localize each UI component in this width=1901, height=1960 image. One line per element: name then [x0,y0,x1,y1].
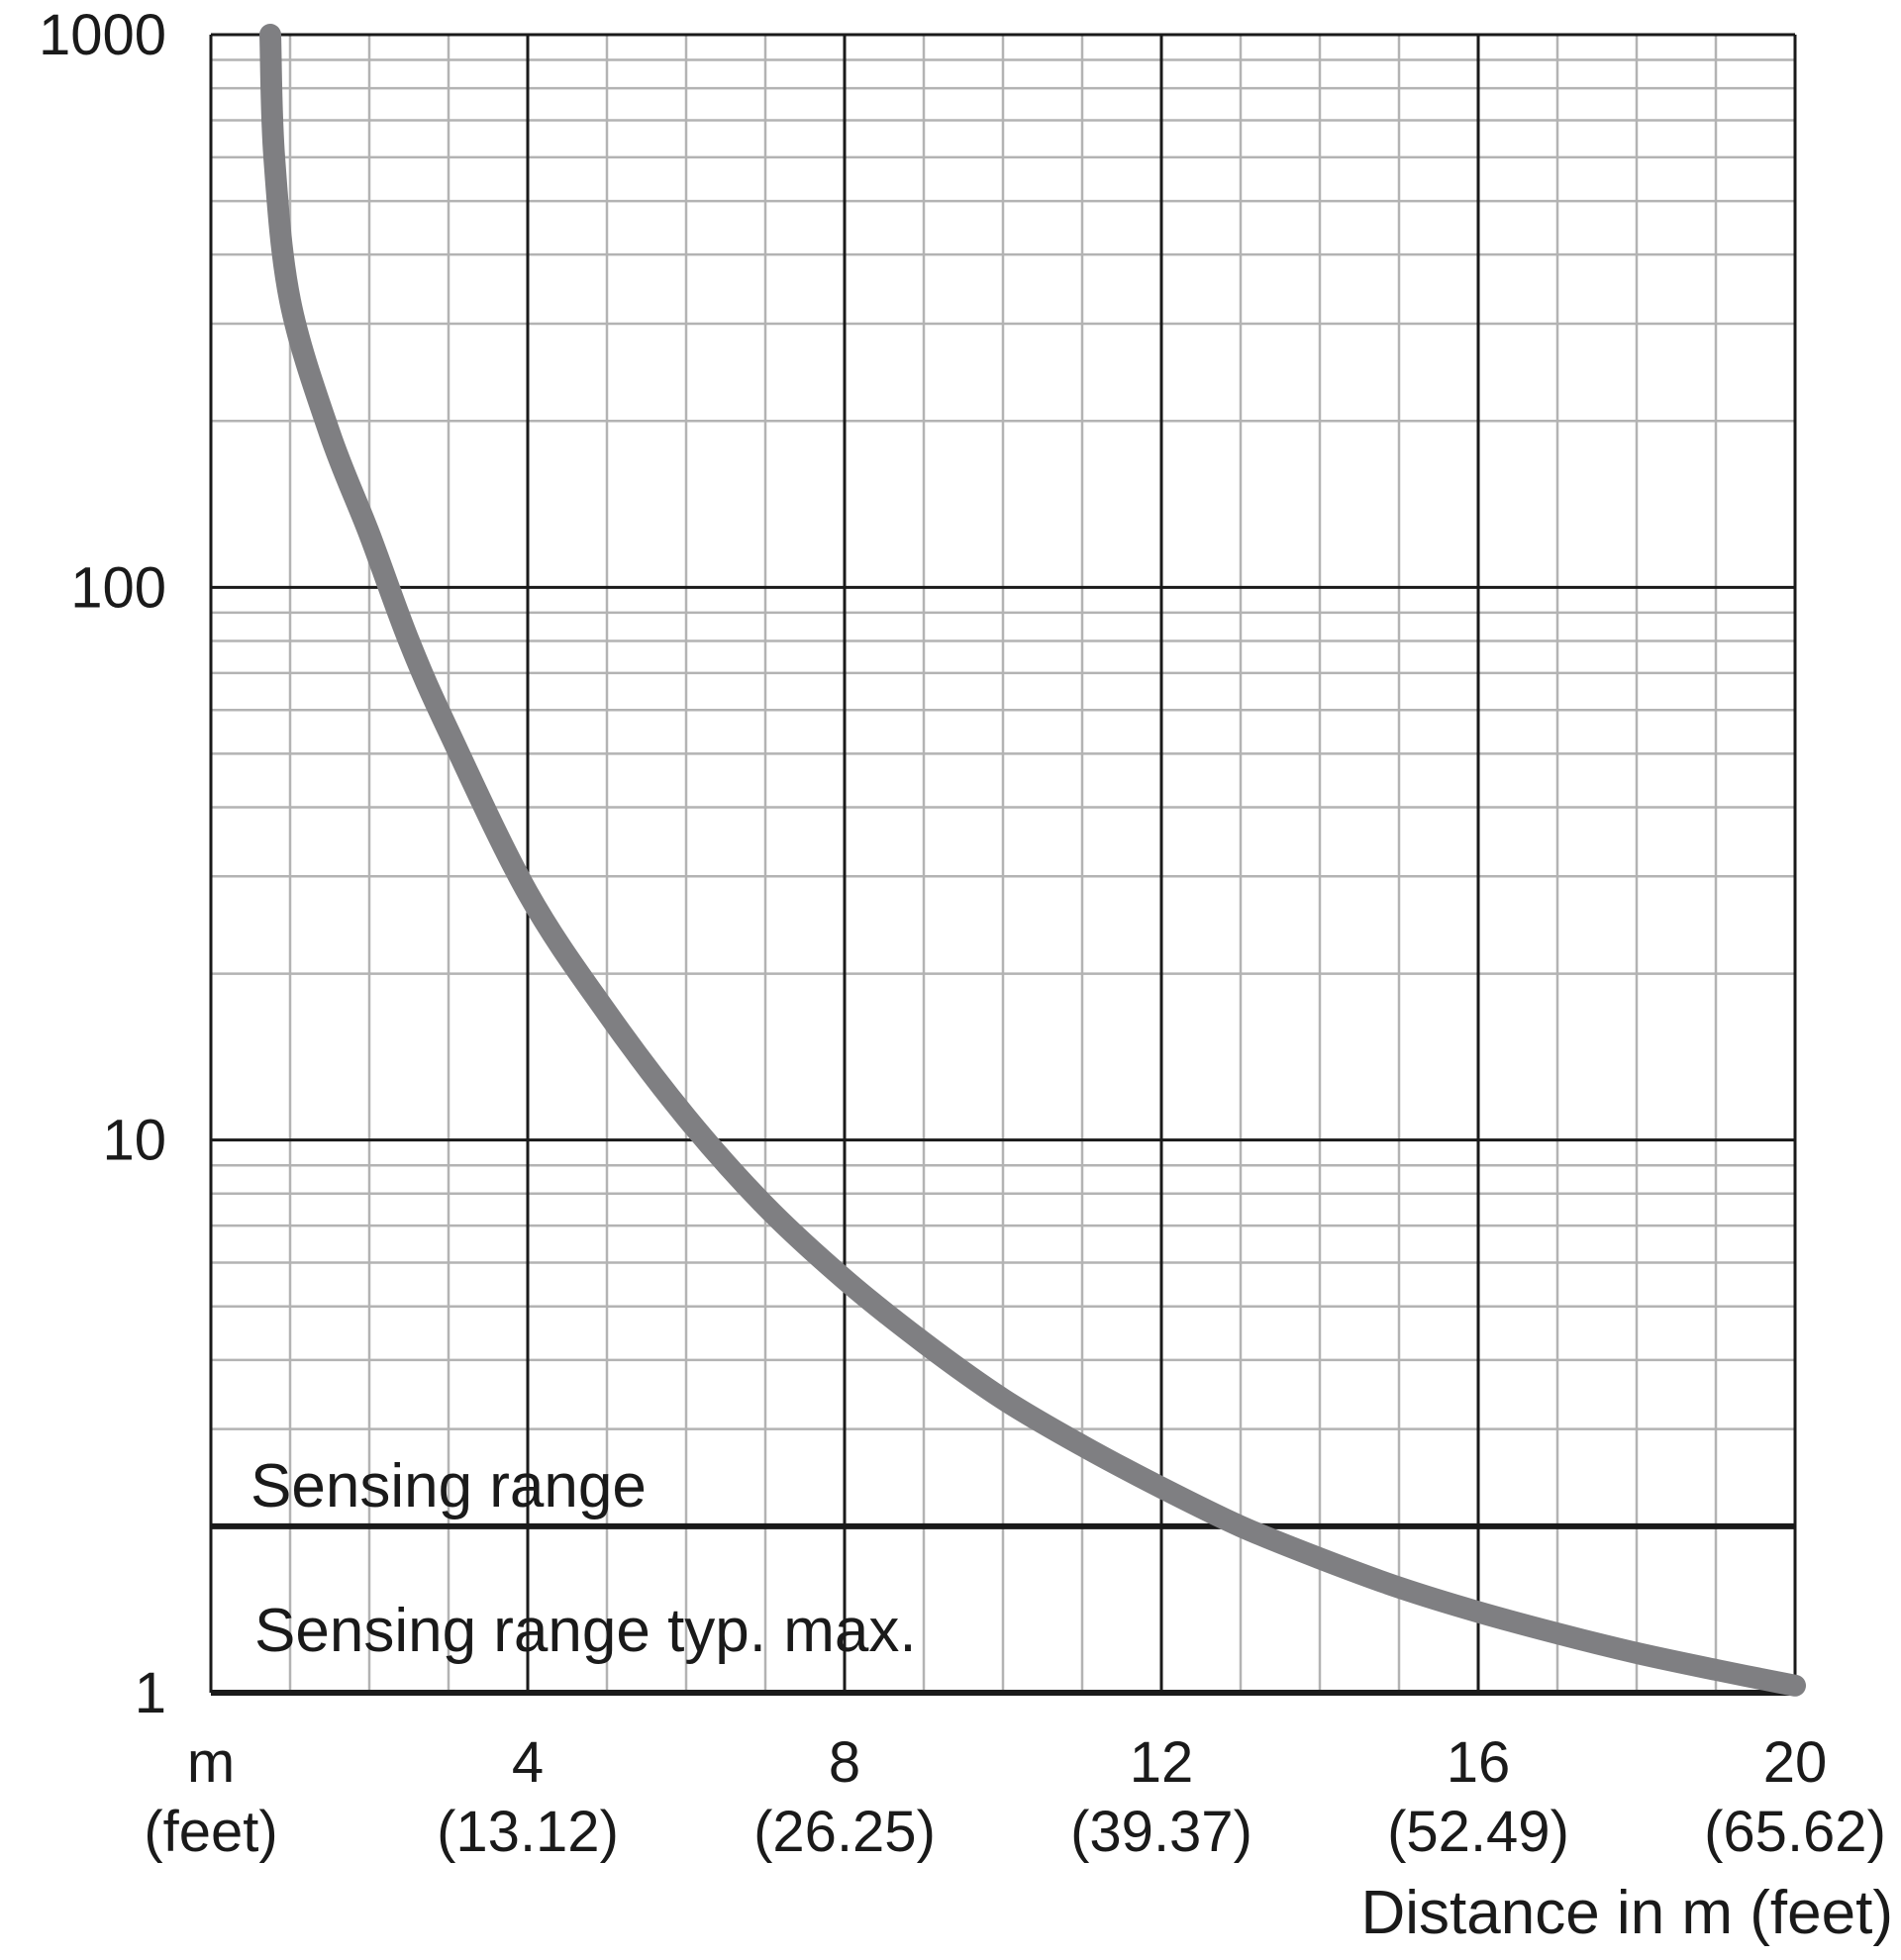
major-grid [209,33,1797,1693]
x-axis-title: Distance in m (feet) [1360,1879,1893,1947]
x-tick-label: 16 [1447,1730,1511,1795]
x-tick-sublabel: (26.25) [753,1800,936,1864]
minor-grid [211,35,1795,1693]
x-tick-label: 20 [1763,1730,1828,1795]
y-tick-label: 100 [70,555,166,620]
x-tick-sublabel: (13.12) [437,1800,619,1864]
y-tick-label: 10 [102,1109,166,1173]
series-group [259,24,1806,1697]
x-tick-label: 4 [512,1730,544,1795]
y-tick-label: 1000 [39,3,166,67]
x-unit-secondary-label: (feet) [144,1800,277,1864]
y-tick-label: 1 [135,1661,166,1725]
x-tick-sublabel: (52.49) [1387,1800,1569,1864]
x-unit-label: m [187,1730,235,1795]
threshold-label: Sensing range typ. max. [254,1597,917,1665]
series-line [259,24,1806,1697]
x-tick-labels: 4(13.12) 8(26.25) 12(39.37) 16(52.49) 20(65.… [437,1730,1886,1864]
threshold-lines: Sensing range Sensing range typ. max. [211,1452,1795,1696]
x-tick-label: 8 [829,1730,860,1795]
x-tick-sublabel: (39.37) [1070,1800,1252,1864]
y-tick-labels: 1 10 100 1000 [39,3,166,1725]
x-tick-sublabel: (65.62) [1704,1800,1886,1864]
x-tick-label: 12 [1130,1730,1194,1795]
threshold-label: Sensing range [250,1452,647,1520]
